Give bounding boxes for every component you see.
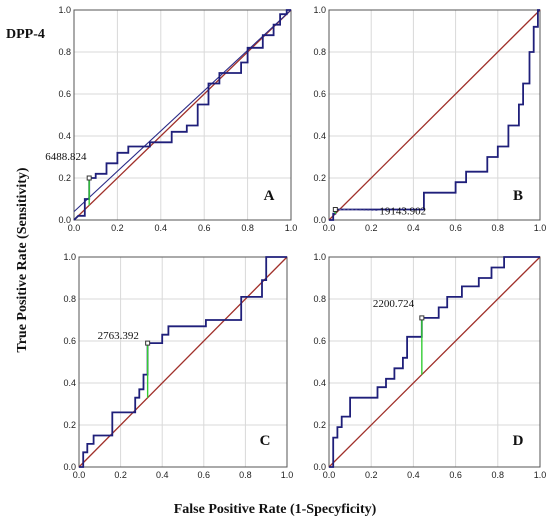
x-tick-label: 0.0 xyxy=(73,470,86,480)
y-tick-label: 0.4 xyxy=(313,131,326,141)
reference-diagonal xyxy=(78,256,288,468)
fitted-roc-curve xyxy=(73,9,292,213)
y-tick-label: 0.8 xyxy=(313,294,326,304)
x-tick-label: 0.2 xyxy=(111,223,124,233)
panel-c: 0.0 0.2 0.4 0.6 0.8 1.0 0.0 0.2 0.4 0.6 0.8 1.0 2763… xyxy=(63,252,293,480)
y-tick-label: 1.0 xyxy=(63,252,76,262)
x-tick-label: 0.2 xyxy=(365,470,378,480)
x-axis-label: False Positive Rate (1-Specyficity) xyxy=(174,502,377,517)
x-tick-label: 0.2 xyxy=(365,223,378,233)
x-tick-label: 0.4 xyxy=(407,470,420,480)
panel-letter: A xyxy=(264,188,275,204)
cutoff-label: 2200.724 xyxy=(373,298,415,310)
roc-curve xyxy=(79,256,287,468)
y-tick-label: 0.4 xyxy=(313,378,326,388)
cutoff-point xyxy=(332,207,338,212)
x-tick-label: 0.4 xyxy=(156,470,169,480)
y-tick-label: 0.4 xyxy=(63,378,76,388)
x-tick-label: 0.8 xyxy=(492,470,505,480)
x-tick-label: 0.4 xyxy=(155,223,168,233)
cutoff-point xyxy=(419,315,425,321)
cutoff-label: 6488.824 xyxy=(45,151,87,163)
panel-d: 0.0 0.2 0.4 0.6 0.8 1.0 0.0 0.2 0.4 0.6 0.8 1.0 2200… xyxy=(313,252,546,480)
x-tick-label: 0.8 xyxy=(239,470,252,480)
plot-frame xyxy=(328,256,541,468)
x-tick-label: 0.0 xyxy=(323,223,336,233)
cutoff-label: 2763.392 xyxy=(98,330,139,342)
plot-frame xyxy=(328,9,541,221)
cutoff-point xyxy=(86,175,92,181)
x-tick-label: 0.6 xyxy=(198,470,211,480)
y-tick-label: 0.0 xyxy=(63,462,76,472)
cutoff-label: 19143.902 xyxy=(379,206,426,218)
x-tick-label: 0.6 xyxy=(198,223,211,233)
x-tick-label: 0.0 xyxy=(68,223,81,233)
x-tick-label: 1.0 xyxy=(281,470,294,480)
y-tick-label: 1.0 xyxy=(313,252,326,262)
y-tick-label: 0.6 xyxy=(313,89,326,99)
x-tick-label: 0.8 xyxy=(241,223,254,233)
x-tick-label: 1.0 xyxy=(534,470,547,480)
x-tick-label: 0.6 xyxy=(449,223,462,233)
x-tick-label: 0.8 xyxy=(492,223,505,233)
y-tick-label: 0.0 xyxy=(313,462,326,472)
reference-diagonal xyxy=(73,9,292,221)
y-tick-label: 0.8 xyxy=(313,47,326,57)
y-tick-label: 0.0 xyxy=(313,215,326,225)
roc-curve xyxy=(329,256,540,468)
x-tick-label: 1.0 xyxy=(285,223,298,233)
roc-curve xyxy=(329,9,540,221)
panel-letter: D xyxy=(513,433,524,449)
y-tick-label: 0.6 xyxy=(58,89,71,99)
y-tick-label: 1.0 xyxy=(58,5,71,15)
y-tick-label: 0.2 xyxy=(313,420,326,430)
panel-b: 0.0 0.2 0.4 0.6 0.8 1.0 0.0 0.2 0.4 0.6 0.8 1.0 1914… xyxy=(313,5,546,233)
reference-diagonal xyxy=(328,256,541,468)
panel-a: 0.0 0.2 0.4 0.6 0.8 1.0 0.0 0.2 0.4 0.6 0.8 1.0 6488… xyxy=(45,5,297,233)
y-tick-label: 0.2 xyxy=(313,173,326,183)
x-tick-label: 0.4 xyxy=(407,223,420,233)
figure-label: DPP-4 xyxy=(6,27,45,42)
panel-letter: B xyxy=(513,188,523,204)
cutoff-leader-line xyxy=(335,209,378,211)
x-tick-label: 0.6 xyxy=(449,470,462,480)
y-tick-label: 1.0 xyxy=(313,5,326,15)
x-tick-label: 0.0 xyxy=(323,470,336,480)
y-tick-label: 0.0 xyxy=(58,215,71,225)
roc-curve xyxy=(73,9,291,221)
reference-diagonal xyxy=(328,9,541,221)
y-tick-label: 0.2 xyxy=(63,420,76,430)
cutoff-point xyxy=(145,340,151,346)
y-tick-label: 0.6 xyxy=(63,336,76,346)
y-axis-label: True Positive Rate (Sensitivity) xyxy=(15,167,30,353)
y-tick-label: 0.2 xyxy=(58,173,71,183)
panel-letter: C xyxy=(260,433,271,449)
y-tick-label: 0.4 xyxy=(58,131,71,141)
x-tick-label: 1.0 xyxy=(534,223,547,233)
y-tick-label: 0.6 xyxy=(313,336,326,346)
plot-frame xyxy=(73,9,292,221)
y-tick-label: 0.8 xyxy=(58,47,71,57)
x-tick-label: 0.2 xyxy=(114,470,127,480)
y-tick-label: 0.8 xyxy=(63,294,76,304)
plot-frame xyxy=(78,256,288,468)
panels: 0.0 0.2 0.4 0.6 0.8 1.0 0.0 0.2 0.4 0.6 0.8 1.0 6488… xyxy=(45,5,546,480)
